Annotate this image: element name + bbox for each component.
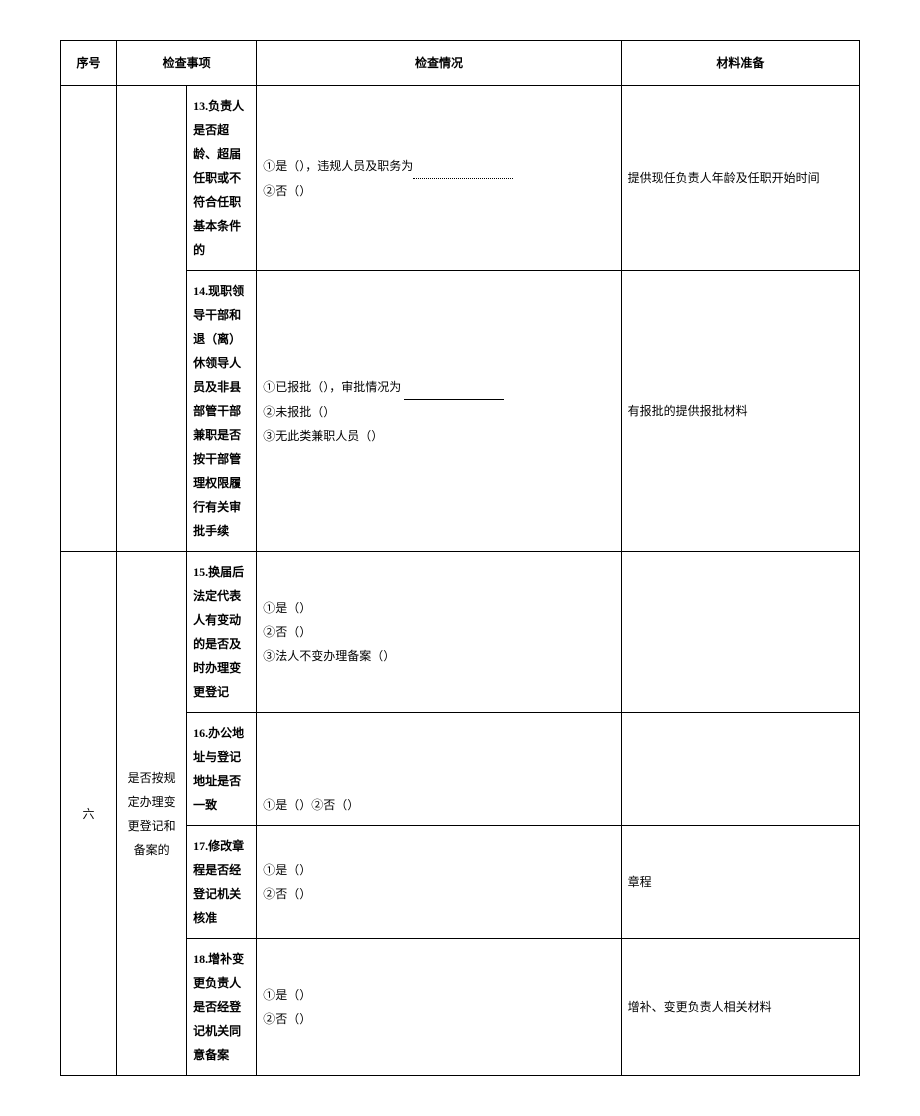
status-13: ①是（），违规人员及职务为 ②否（） — [257, 86, 621, 271]
status-18: ①是（） ②否（） — [257, 939, 621, 1076]
header-item: 检查事项 — [117, 41, 257, 86]
status-15-line3: ③法人不变办理备案（） — [263, 649, 395, 663]
status-13-line2: ②否（） — [263, 184, 311, 198]
status-15: ①是（） ②否（） ③法人不变办理备案（） — [257, 552, 621, 713]
category-cell-6: 是否按规定办理变更登记和备案的 — [117, 552, 187, 1076]
table-row: 13.负责人是否超龄、超届任职或不符合任职基本条件的 ①是（），违规人员及职务为… — [61, 86, 860, 271]
status-16: ①是（）②否（） — [257, 713, 621, 826]
status-15-line2: ②否（） — [263, 625, 311, 639]
status-13-line1: ①是（），违规人员及职务为 — [263, 159, 413, 173]
item-15: 15.换届后法定代表人有变动的是否及时办理变更登记 — [187, 552, 257, 713]
status-14-line2: ②未报批（） — [263, 405, 335, 419]
index-cell-6: 六 — [61, 552, 117, 1076]
index-cell-5 — [61, 86, 117, 552]
material-18: 增补、变更负责人相关材料 — [621, 939, 859, 1076]
material-15 — [621, 552, 859, 713]
header-status: 检查情况 — [257, 41, 621, 86]
status-17-line1: ①是（） — [263, 863, 311, 877]
header-row: 序号 检查事项 检查情况 材料准备 — [61, 41, 860, 86]
status-15-line1: ①是（） — [263, 601, 311, 615]
item-17: 17.修改章程是否经登记机关核准 — [187, 826, 257, 939]
table-row: 六 是否按规定办理变更登记和备案的 15.换届后法定代表人有变动的是否及时办理变… — [61, 552, 860, 713]
item-13: 13.负责人是否超龄、超届任职或不符合任职基本条件的 — [187, 86, 257, 271]
status-16-line1: ①是（）②否（） — [263, 798, 359, 812]
status-18-line2: ②否（） — [263, 1012, 311, 1026]
item-18: 18.增补变更负责人是否经登记机关同意备案 — [187, 939, 257, 1076]
status-18-line1: ①是（） — [263, 988, 311, 1002]
status-14: ①已报批（），审批情况为 ②未报批（） ③无此类兼职人员（） — [257, 271, 621, 552]
material-17: 章程 — [621, 826, 859, 939]
underline-fill — [404, 375, 504, 400]
header-index: 序号 — [61, 41, 117, 86]
item-16: 16.办公地址与登记地址是否一致 — [187, 713, 257, 826]
status-17: ①是（） ②否（） — [257, 826, 621, 939]
item-14: 14.现职领导干部和退（离）休领导人员及非县部管干部兼职是否按干部管理权限履行有… — [187, 271, 257, 552]
inspection-table: 序号 检查事项 检查情况 材料准备 13.负责人是否超龄、超届任职或不符合任职基… — [60, 40, 860, 1076]
status-17-line2: ②否（） — [263, 887, 311, 901]
material-14: 有报批的提供报批材料 — [621, 271, 859, 552]
material-16 — [621, 713, 859, 826]
category-cell-5 — [117, 86, 187, 552]
status-14-line1: ①已报批（），审批情况为 — [263, 380, 401, 394]
status-14-line3: ③无此类兼职人员（） — [263, 429, 383, 443]
material-13: 提供现任负责人年龄及任职开始时间 — [621, 86, 859, 271]
header-material: 材料准备 — [621, 41, 859, 86]
dotted-fill — [413, 154, 513, 179]
